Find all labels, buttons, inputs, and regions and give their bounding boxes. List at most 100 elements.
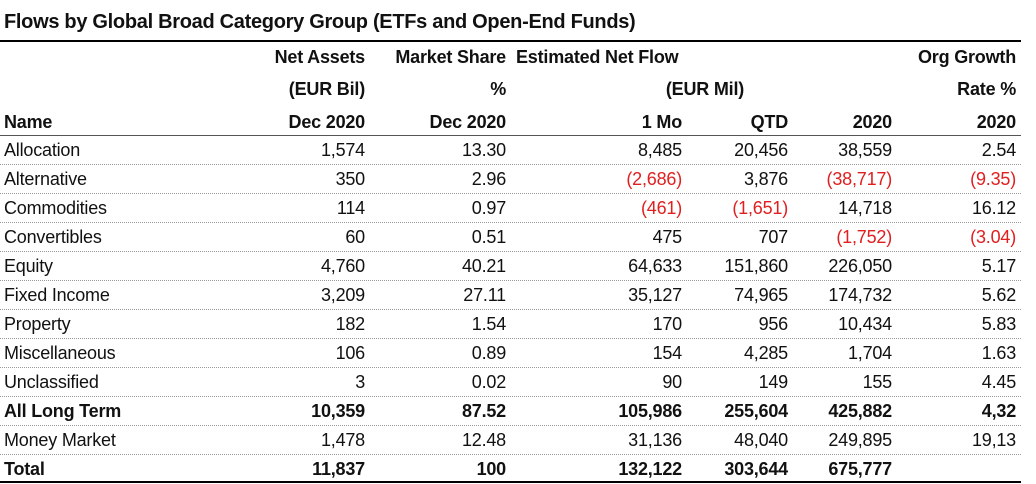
cell-market-share: 0.51 <box>471 227 506 247</box>
cell-net-assets: 10,359 <box>311 401 365 421</box>
cell-net-assets: 114 <box>336 198 365 218</box>
cell-net-assets: 182 <box>335 314 366 334</box>
cell-qtd: 149 <box>758 372 789 392</box>
cell-qtd: 74,965 <box>734 285 788 305</box>
header-org-growth-3: 2020 <box>976 112 1016 132</box>
cell-net-assets: 11,837 <box>312 459 365 479</box>
table-row: Allocation 1,574 13.30 8,485 20,456 38,559 2.5… <box>0 136 1021 165</box>
table-row: Equity 4,760 40.21 64,633 151,860 226,050 5.17 <box>0 252 1021 281</box>
cell-qtd: 956 <box>758 314 789 334</box>
header-net-assets-1: Net Assets <box>274 47 366 67</box>
table-row: Fixed Income 3,209 27.11 35,127 74,965 174,73… <box>0 281 1021 310</box>
cell-name: Unclassified <box>4 372 99 392</box>
cell-market-share: 0.97 <box>471 198 506 218</box>
cell-qtd: (1,651) <box>732 198 788 218</box>
cell-market-share: 13.30 <box>461 140 506 160</box>
table-body: Allocation 1,574 13.30 8,485 20,456 38,559 2.5… <box>0 136 1021 483</box>
cell-org-growth: 16.12 <box>971 198 1016 218</box>
table-row: All Long Term 10,359 87.52 105,986 255,604 42… <box>0 397 1021 426</box>
table-row: Money Market 1,478 12.48 31,136 48,040 249,89… <box>0 426 1021 455</box>
cell-2020: 155 <box>862 372 893 392</box>
cell-1-mo: 31,136 <box>628 430 682 450</box>
cell-net-assets: 3,209 <box>320 285 365 305</box>
cell-qtd: 20,456 <box>734 140 788 160</box>
cell-2020: 10,434 <box>838 314 892 334</box>
cell-1-mo: 132,122 <box>618 459 682 479</box>
cell-org-growth: (3.04) <box>970 227 1016 247</box>
cell-1-mo: 170 <box>652 314 683 334</box>
cell-name: Equity <box>4 256 53 276</box>
cell-2020: 675,777 <box>828 459 892 479</box>
cell-org-growth: 2.54 <box>981 140 1016 160</box>
cell-net-assets: 1,478 <box>320 430 365 450</box>
cell-name: Alternative <box>4 169 87 189</box>
header-market-share-2: % <box>490 79 506 99</box>
table-row: Alternative 350 2.96 (2,686) 3,876 (38,717) (9… <box>0 165 1021 194</box>
cell-net-assets: 4,760 <box>320 256 365 276</box>
cell-qtd: 707 <box>758 227 789 247</box>
cell-2020: 38,559 <box>838 140 892 160</box>
cell-1-mo: 35,127 <box>628 285 682 305</box>
cell-2020: 14,718 <box>838 198 892 218</box>
cell-name: Convertibles <box>4 227 102 247</box>
cell-net-assets: 60 <box>345 227 365 247</box>
cell-market-share: 87.52 <box>461 401 506 421</box>
header-qtd: QTD <box>750 112 789 132</box>
cell-name: Commodities <box>4 198 107 218</box>
header-org-growth-2: Rate % <box>957 79 1016 99</box>
cell-org-growth: 1.63 <box>981 343 1016 363</box>
table-row: Unclassified 3 0.02 90 149 155 4.45 <box>0 368 1021 397</box>
cell-qtd: 255,604 <box>724 401 788 421</box>
cell-qtd: 303,644 <box>724 459 788 479</box>
cell-2020: 425,882 <box>828 401 892 421</box>
table-row: Miscellaneous 106 0.89 154 4,285 1,704 1.63 <box>0 339 1021 368</box>
header-net-assets-3: Dec 2020 <box>288 112 366 132</box>
cell-market-share: 0.89 <box>471 343 506 363</box>
cell-2020: (1,752) <box>836 227 892 247</box>
cell-market-share: 12.48 <box>461 430 506 450</box>
cell-1-mo: 105,986 <box>618 401 682 421</box>
cell-market-share: 40.21 <box>461 256 506 276</box>
cell-1-mo: 8,485 <box>637 140 682 160</box>
table-title: Flows by Global Broad Category Group (ET… <box>4 11 636 33</box>
cell-1-mo: 64,633 <box>628 256 682 276</box>
cell-market-share: 27.11 <box>463 285 506 305</box>
cell-org-growth: 4,32 <box>981 401 1016 421</box>
table-row: Commodities 114 0.97 (461) (1,651) 14,718 16.1… <box>0 194 1021 223</box>
cell-net-assets: 3 <box>355 372 365 392</box>
header-2020: 2020 <box>852 112 892 132</box>
cell-2020: (38,717) <box>826 169 893 189</box>
cell-name: Money Market <box>4 430 116 450</box>
cell-1-mo: 154 <box>652 343 683 363</box>
header-est-net-flow: Estimated Net Flow <box>516 47 679 67</box>
cell-qtd: 151,860 <box>724 256 788 276</box>
cell-org-growth: 5.83 <box>981 314 1016 334</box>
cell-net-assets: 350 <box>335 169 366 189</box>
cell-2020: 174,732 <box>828 285 892 305</box>
cell-org-growth: 5.62 <box>981 285 1016 305</box>
header-net-assets-2: (EUR Bil) <box>288 79 365 99</box>
cell-market-share: 100 <box>476 459 507 479</box>
cell-1-mo: 475 <box>652 227 683 247</box>
cell-1-mo: (461) <box>640 198 682 218</box>
header-org-growth-1: Org Growth <box>918 47 1016 67</box>
table-bottom-rule <box>0 481 1021 483</box>
cell-name: All Long Term <box>4 401 122 421</box>
cell-2020: 226,050 <box>828 256 892 276</box>
cell-2020: 249,895 <box>828 430 892 450</box>
cell-name: Total <box>4 459 45 479</box>
cell-market-share: 0.02 <box>471 372 506 392</box>
header-1-mo: 1 Mo <box>641 112 682 132</box>
cell-org-growth: 4.45 <box>981 372 1016 392</box>
cell-qtd: 4,285 <box>743 343 788 363</box>
header-est-net-flow-unit: (EUR Mil) <box>665 79 745 99</box>
cell-org-growth: 5.17 <box>981 256 1016 276</box>
table-row: Convertibles 60 0.51 475 707 (1,752) (3.04) <box>0 223 1021 252</box>
cell-qtd: 48,040 <box>734 430 788 450</box>
cell-market-share: 2.96 <box>471 169 506 189</box>
header-divider <box>0 135 1021 136</box>
table-row: Total 11,837 100 132,122 303,644 675,777 <box>0 455 1021 483</box>
cell-qtd: 3,876 <box>743 169 788 189</box>
cell-net-assets: 1,574 <box>320 140 365 160</box>
cell-2020: 1,704 <box>847 343 892 363</box>
